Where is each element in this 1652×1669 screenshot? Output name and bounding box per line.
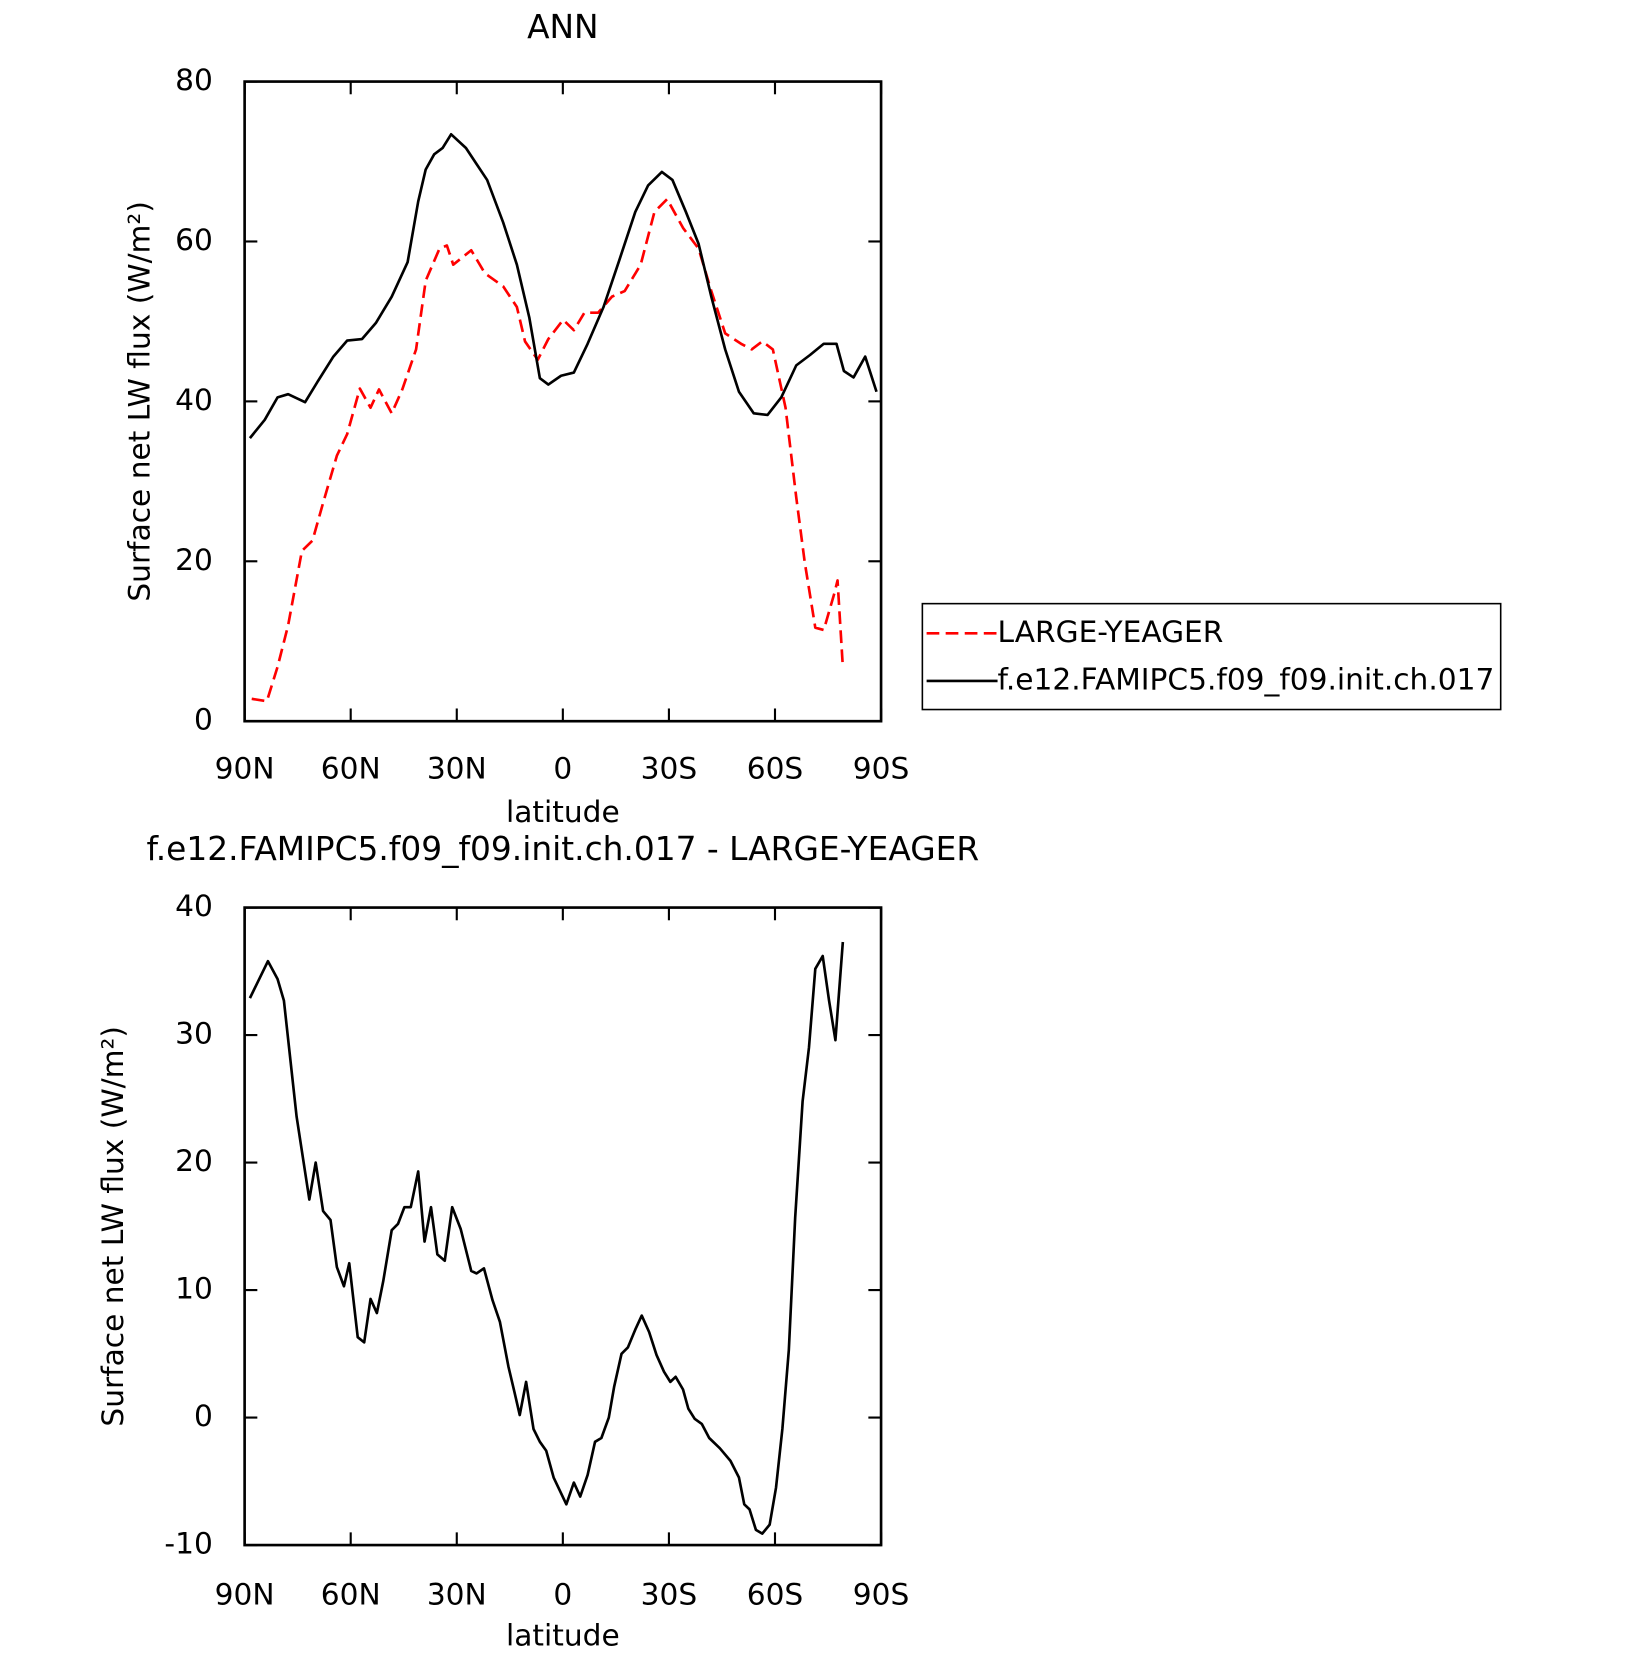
x-tick-label: 90S: [853, 750, 910, 785]
legend-box: [921, 602, 1502, 711]
x-axis-label: latitude: [506, 1618, 620, 1653]
chart-title: ANN: [527, 8, 599, 46]
legend: LARGE-YEAGER f.e12.FAMIPC5.f09_f09.init.c…: [921, 602, 1502, 711]
plot-frame: [243, 80, 883, 723]
legend-label: f.e12.FAMIPC5.f09_f09.init.ch.017: [998, 661, 1495, 696]
x-tick-label: 30S: [641, 750, 698, 785]
y-tick-label: 0: [194, 702, 213, 737]
plot-frame: [243, 906, 883, 1547]
x-tick-label: 30N: [427, 1576, 487, 1611]
y-axis-label: Surface net LW flux (W/m²): [121, 201, 156, 602]
y-tick-label: 30: [175, 1016, 213, 1051]
y-tick-label: 80: [175, 62, 213, 97]
x-axis-label: latitude: [506, 794, 620, 829]
y-tick-label: 40: [175, 888, 213, 923]
y-tick-label: 60: [175, 222, 213, 257]
x-tick-label: 60N: [321, 1576, 381, 1611]
y-tick-label: -10: [164, 1526, 212, 1561]
y-tick-label: 20: [175, 1143, 213, 1178]
x-tick-label: 0: [553, 1576, 572, 1611]
data-line: [248, 941, 845, 1535]
x-tick-label: 90N: [215, 750, 275, 785]
x-tick-label: 30S: [641, 1576, 698, 1611]
x-tick-label: 0: [553, 750, 572, 785]
x-tick-label: 30N: [427, 750, 487, 785]
y-tick-label: 10: [175, 1271, 213, 1306]
x-tick-label: 60N: [321, 750, 381, 785]
x-tick-label: 60S: [747, 1576, 804, 1611]
y-tick-label: 0: [194, 1398, 213, 1433]
chart-title: f.e12.FAMIPC5.f09_f09.init.ch.017 - LARG…: [147, 830, 980, 868]
legend-label: LARGE-YEAGER: [998, 614, 1224, 649]
data-line: [251, 197, 845, 703]
y-tick-label: 40: [175, 382, 213, 417]
x-tick-label: 60S: [747, 750, 804, 785]
y-axis-label: Surface net LW flux (W/m²): [95, 1026, 130, 1427]
data-line: [248, 132, 878, 439]
y-tick-label: 20: [175, 542, 213, 577]
x-tick-label: 90N: [215, 1576, 275, 1611]
x-tick-label: 90S: [853, 1576, 910, 1611]
